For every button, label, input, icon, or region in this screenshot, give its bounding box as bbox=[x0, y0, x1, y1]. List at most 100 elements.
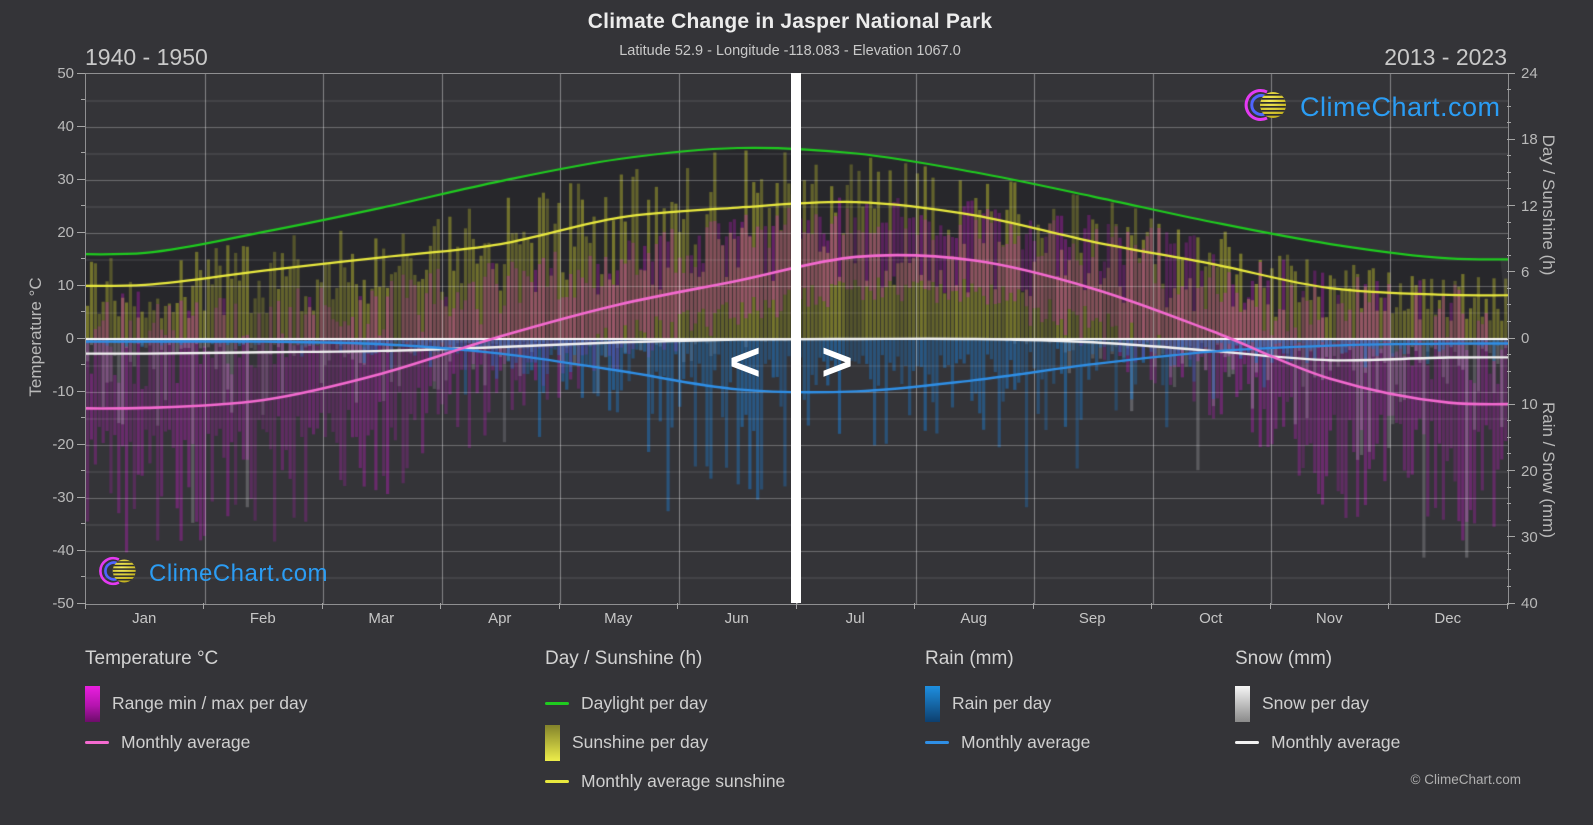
tick-mark bbox=[1507, 420, 1511, 422]
month-label-dec: Dec bbox=[1434, 610, 1462, 627]
tick-label: 0 bbox=[1521, 330, 1530, 347]
tick-label: -20 bbox=[52, 436, 74, 453]
tick-mark bbox=[1151, 603, 1152, 609]
month-label-jan: Jan bbox=[132, 610, 157, 627]
legend-item: Sunshine per day bbox=[545, 723, 935, 762]
swatch-yellow-marker bbox=[545, 724, 560, 761]
tick-mark bbox=[795, 603, 797, 609]
tick-label: -30 bbox=[52, 489, 74, 506]
legend-item: Range min / max per day bbox=[85, 684, 475, 723]
legend-item: Rain per day bbox=[925, 684, 1315, 723]
next-era-button[interactable]: > bbox=[812, 332, 862, 392]
tick-label: 20 bbox=[1521, 462, 1538, 480]
month-label-aug: Aug bbox=[960, 610, 988, 627]
tick-mark bbox=[77, 443, 85, 445]
era-divider bbox=[791, 73, 801, 603]
tick-mark bbox=[1507, 320, 1511, 322]
tick-mark bbox=[1507, 287, 1511, 289]
legend-group: Temperature °C Range min / max per day Mon… bbox=[85, 648, 475, 762]
climechart-logo-top[interactable]: ClimeChart.com bbox=[1240, 83, 1501, 132]
tick-mark bbox=[81, 205, 85, 206]
month-label-feb: Feb bbox=[249, 610, 276, 627]
tick-mark bbox=[677, 603, 678, 609]
legend-item-label: Sunshine per day bbox=[572, 732, 709, 752]
tick-mark bbox=[1507, 602, 1515, 604]
era-label-left: 1940 - 1950 bbox=[85, 44, 208, 70]
prev-era-button[interactable]: < bbox=[720, 332, 770, 392]
tick-mark bbox=[1032, 603, 1034, 609]
tick-mark bbox=[1507, 453, 1511, 455]
legend-group-title: Rain (mm) bbox=[925, 648, 1014, 669]
tick-mark bbox=[203, 603, 204, 609]
climechart-icon bbox=[95, 551, 141, 596]
tick-mark bbox=[77, 178, 85, 180]
tick-mark bbox=[1507, 238, 1511, 240]
tick-mark bbox=[1507, 519, 1511, 521]
tick-mark bbox=[77, 231, 85, 233]
tick-label: 50 bbox=[57, 65, 74, 82]
tick-label: -10 bbox=[52, 383, 74, 400]
legend-group-title: Temperature °C bbox=[85, 648, 219, 669]
tick-mark bbox=[1507, 89, 1511, 91]
page-subtitle: Latitude 52.9 - Longitude -118.083 - Ele… bbox=[619, 43, 961, 59]
tick-mark bbox=[1507, 370, 1511, 372]
tick-mark bbox=[1507, 254, 1511, 256]
tick-label: 24 bbox=[1521, 65, 1538, 82]
tick-label: -50 bbox=[52, 595, 74, 612]
tick-label: 40 bbox=[1521, 595, 1538, 612]
legend-group: Day / Sunshine (h) Daylight per day Sunshi… bbox=[545, 648, 935, 801]
legend-item-label: Snow per day bbox=[1262, 693, 1370, 713]
tick-mark bbox=[77, 496, 85, 498]
tick-mark bbox=[1507, 271, 1515, 273]
tick-mark bbox=[77, 549, 85, 551]
tick-mark bbox=[321, 603, 323, 609]
tick-mark bbox=[914, 603, 915, 609]
tick-mark bbox=[558, 603, 560, 609]
tick-mark bbox=[81, 99, 85, 100]
tick-mark bbox=[77, 602, 85, 604]
swatch-blue-marker bbox=[925, 685, 940, 722]
legend-group-title: Snow (mm) bbox=[1235, 648, 1333, 669]
legend-item-label: Range min / max per day bbox=[112, 693, 308, 713]
tick-mark bbox=[1507, 304, 1511, 306]
month-label-mar: Mar bbox=[368, 610, 395, 627]
legend-item-label: Monthly average sunshine bbox=[581, 771, 786, 791]
tick-mark bbox=[1507, 221, 1511, 223]
tick-mark bbox=[1507, 486, 1511, 488]
month-label-apr: Apr bbox=[488, 610, 512, 627]
climechart-logo-bottom[interactable]: ClimeChart.com bbox=[95, 551, 328, 596]
month-label-sep: Sep bbox=[1078, 610, 1106, 627]
tick-mark bbox=[1507, 387, 1511, 389]
tick-mark bbox=[77, 72, 85, 74]
tick-mark bbox=[1507, 105, 1511, 107]
tick-mark bbox=[1507, 205, 1515, 206]
tick-mark bbox=[1507, 188, 1511, 190]
tick-label: 0 bbox=[65, 330, 74, 347]
line-white-marker bbox=[1235, 741, 1259, 744]
tick-label: 40 bbox=[57, 118, 74, 135]
tick-mark bbox=[1507, 569, 1511, 571]
tick-mark bbox=[84, 603, 86, 609]
chart-legend: Temperature °C Range min / max per day Mon… bbox=[0, 648, 1593, 808]
month-label-nov: Nov bbox=[1315, 610, 1343, 627]
tick-mark bbox=[77, 337, 85, 339]
tick-mark bbox=[1269, 603, 1271, 609]
tick-mark bbox=[77, 284, 85, 286]
sun-axis-title: Day / Sunshine (h) bbox=[1539, 134, 1558, 276]
tick-mark bbox=[81, 152, 85, 153]
tick-label: 18 bbox=[1521, 131, 1538, 149]
tick-label: 10 bbox=[1521, 396, 1538, 414]
copyright-text: © ClimeChart.com bbox=[1410, 772, 1521, 787]
tick-mark bbox=[81, 576, 85, 577]
tick-mark bbox=[1507, 552, 1511, 554]
month-label-jul: Jul bbox=[845, 610, 865, 627]
tick-mark bbox=[77, 390, 85, 392]
line-green-marker bbox=[545, 702, 569, 705]
legend-item: Monthly average sunshine bbox=[545, 762, 935, 801]
tick-mark bbox=[77, 125, 85, 127]
legend-group: Snow (mm) Snow per day Monthly average bbox=[1235, 648, 1593, 762]
swatch-magenta-marker bbox=[85, 685, 100, 722]
tick-label: -40 bbox=[52, 542, 74, 559]
tick-mark bbox=[1507, 470, 1515, 471]
